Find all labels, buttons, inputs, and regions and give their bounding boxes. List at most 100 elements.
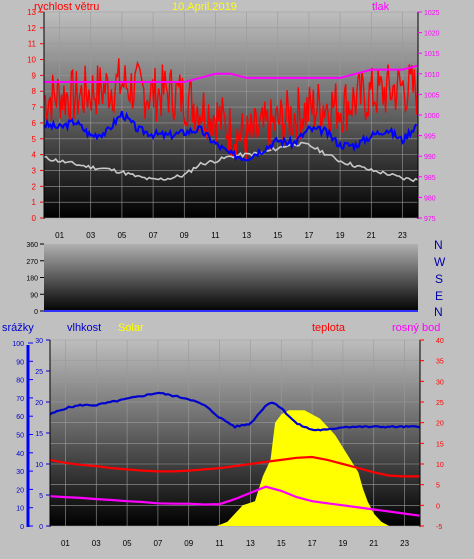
bottom-x-ticks: 01 03 05 07 09 11 13 15 17 19 21 23 [61,539,410,548]
rain-tick-label: 80 [16,378,24,385]
temperature-tick-label: 20 [436,421,444,428]
bottom-x-tick-label: 15 [277,539,286,548]
top-left-tick-label: 13 [27,8,36,17]
rain-tick-label: 100 [12,341,24,348]
top-left-tick-label: 0 [32,214,37,223]
rain-tick-label: 50 [16,433,24,440]
top-x-tick-label: 01 [55,231,64,240]
mid-tick-label: 270 [26,259,38,266]
top-right-tick-label: 995 [424,134,436,141]
top-right-tick-label: 1010 [424,72,440,79]
wind-series-line [44,110,418,162]
top-x-tick-label: 11 [211,231,220,240]
top-right-tick-label: 1025 [424,10,440,17]
direction-n-bottom: N [434,305,443,319]
direction-w: W [434,255,446,269]
direction-s: S [435,272,444,286]
bottom-x-tick-label: 01 [61,539,70,548]
top-x-tick-label: 21 [367,231,376,240]
top-left-tick-label: 5 [32,135,37,144]
top-left-tick-label: 9 [32,71,37,80]
date-title: 10.April.2019 [172,1,237,13]
bottom-x-tick-label: 13 [246,539,255,548]
bottom-x-tick-label: 07 [153,539,162,548]
top-left-tick-label: 12 [27,24,36,33]
temperature-ticks: -5 0 5 10 15 20 25 30 35 40 [420,338,444,531]
top-left-tick-label: 2 [32,182,37,191]
pressure-label: tlak [372,1,390,13]
top-series [44,58,418,183]
top-plot-area [44,12,418,218]
top-x-tick-label: 05 [117,231,126,240]
top-left-tick-label: 6 [32,119,37,128]
top-x-tick-label: 03 [86,231,95,240]
top-left-tick-label: 1 [32,198,37,207]
dew-point-label: rosný bod [392,322,441,334]
top-left-tick-label: 7 [32,103,37,112]
humidity-series-line [50,391,420,432]
mid-tick-label: 180 [26,276,38,283]
top-grid [44,11,418,219]
temperature-tick-label: 15 [436,441,444,448]
dew-point-series-line [50,485,420,517]
top-right-tick-label: 1005 [424,92,440,99]
bottom-x-tick-label: 21 [369,539,378,548]
rain-tick-label: 90 [16,359,24,366]
top-x-tick-label: 15 [273,231,282,240]
rain-tick-label: 20 [16,487,24,494]
temperature-tick-label: 30 [436,379,444,386]
wind-speed-label: rychlost větru [34,1,100,13]
gust-series-line [44,58,418,161]
rain-tick-label: 0 [20,524,24,531]
mid-tick-label: 360 [26,242,38,249]
bottom-x-tick-label: 11 [215,539,224,548]
temperature-tick-label: 0 [436,503,440,510]
top-left-tick-label: 10 [27,56,36,65]
mid-tick-label: 0 [34,309,38,316]
top-x-ticks: 01 03 05 07 09 11 13 15 17 19 21 23 [55,231,407,240]
bottom-x-tick-label: 17 [308,539,317,548]
top-right-tick-label: 980 [424,195,436,202]
solar-area [216,410,390,526]
humidity-label: vlhkost [67,322,102,334]
humidity-tick-label: 30 [35,338,43,345]
humidity-tick-label: 10 [35,462,43,469]
top-x-tick-label: 17 [304,231,313,240]
bottom-x-tick-label: 09 [184,539,193,548]
top-x-tick-label: 19 [336,231,345,240]
bottom-x-tick-label: 03 [92,539,101,548]
top-x-tick-label: 07 [149,231,158,240]
top-left-tick-label: 11 [28,40,37,49]
top-left-tick-label: 8 [32,87,37,96]
mid-tick-label: 90 [30,292,38,299]
humidity-tick-label: 20 [35,400,43,407]
temperature-label: teplota [312,322,346,334]
temperature-tick-label: 5 [436,483,440,490]
rain-ticks: 0 10 20 30 40 50 60 70 80 90 100 [12,341,33,531]
top-right-tick-label: 1015 [424,51,440,58]
top-right-tick-label: 975 [424,216,436,223]
rain-tick-label: 30 [16,469,24,476]
humidity-tick-label: 0 [39,524,43,531]
rain-tick-label: 60 [16,414,24,421]
temperature-tick-label: 25 [436,400,444,407]
bottom-series [50,391,420,526]
gray-series-line [44,141,418,183]
temperature-tick-label: 35 [436,359,444,366]
bottom-x-tick-label: 19 [338,539,347,548]
bottom-x-tick-label: 05 [123,539,132,548]
humidity-tick-label: 15 [35,431,43,438]
direction-e: E [435,289,444,303]
top-x-tick-label: 23 [398,231,407,240]
top-left-tick-label: 3 [32,166,37,175]
top-x-tick-label: 13 [242,231,251,240]
top-x-tick-label: 09 [180,231,189,240]
bottom-x-tick-label: 23 [400,539,409,548]
temperature-series-line [50,455,420,478]
top-right-tick-label: 985 [424,175,436,182]
rain-tick-label: 10 [16,506,24,513]
temperature-tick-label: 10 [436,462,444,469]
